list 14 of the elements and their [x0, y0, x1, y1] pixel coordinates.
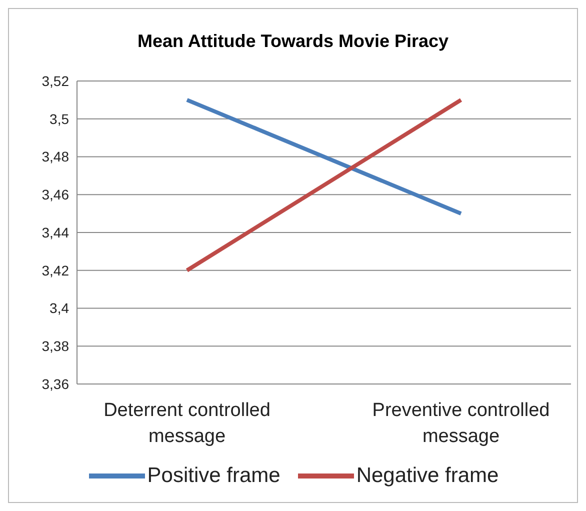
chart-title: Mean Attitude Towards Movie Piracy [136, 31, 450, 52]
y-tick-label: 3,44 [42, 224, 70, 240]
y-tick-label: 3,48 [42, 148, 70, 165]
y-tick-label: 3,38 [42, 338, 70, 354]
x-tick-label: Preventive controlled message [372, 400, 550, 447]
legend-label: Positive frame [146, 464, 280, 488]
y-tick-label: 3,36 [42, 376, 70, 392]
y-tick-label: 3,52 [42, 72, 70, 89]
y-tick-label: 3,5 [50, 110, 70, 127]
y-tick-label: 3,46 [42, 186, 70, 203]
x-tick-label: Deterrent controlled message [104, 400, 270, 447]
legend-label: Negative frame [355, 464, 499, 488]
y-tick-label: 3,42 [42, 262, 70, 278]
y-tick-label: 3,4 [50, 300, 70, 316]
